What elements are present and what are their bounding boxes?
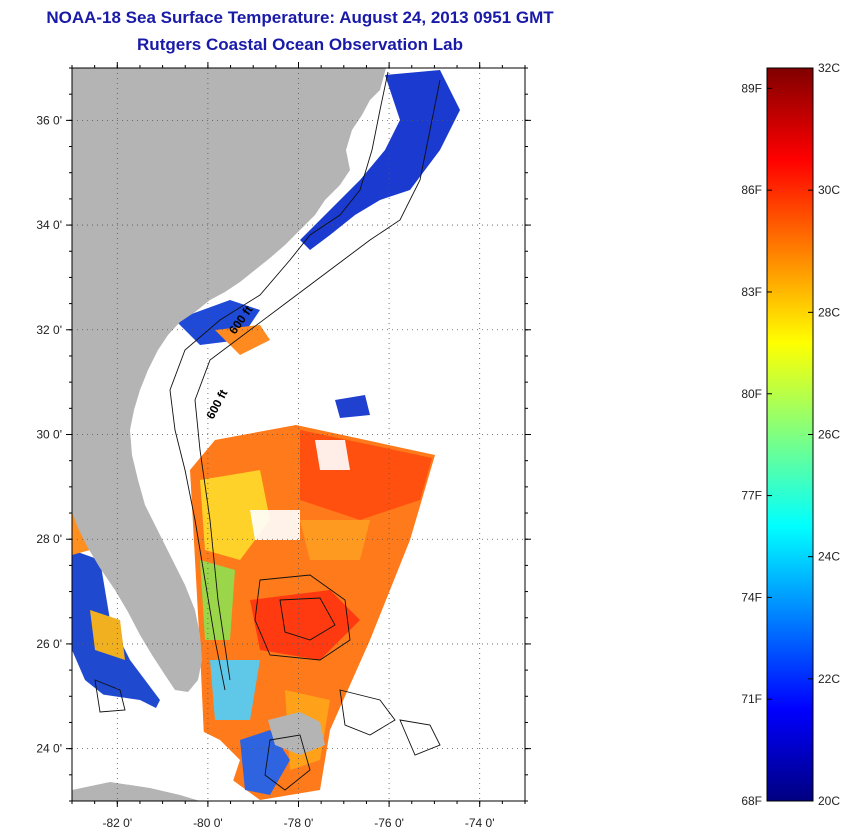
celsius-label: 22C [818,672,840,686]
lat-tick-label: 30 0' [36,428,62,442]
axis-labels: -82 0' -80 0' -78 0' -76 0' -74 0' 24 0' 26 0'… [36,113,494,830]
fahrenheit-label: 83F [741,285,762,299]
lon-tick-label: -76 0' [374,816,404,830]
celsius-label: 24C [818,550,840,564]
map-panel: 600 ft 600 ft [72,68,525,801]
fahrenheit-label: 71F [741,692,762,706]
map-title: NOAA-18 Sea Surface Temperature: August … [46,8,554,27]
lon-tick-label: -82 0' [102,816,132,830]
axis-ticks [66,62,531,807]
colorbar-labels: 32C 30C 28C 26C 24C 22C 20C 89F 86F 83F 80F 77F 74F 7… [741,61,840,808]
bathymetry-contours [94,71,441,791]
fahrenheit-label: 86F [741,183,762,197]
lon-tick-label: -74 0' [465,816,495,830]
lat-tick-label: 26 0' [36,637,62,651]
graticule [72,68,525,801]
colorbar-ticks [767,67,813,802]
celsius-label: 28C [818,305,840,319]
sst-swath [190,425,435,800]
fahrenheit-label: 89F [741,81,762,95]
lon-tick-label: -80 0' [193,816,223,830]
lat-tick-label: 28 0' [36,532,62,546]
map-subtitle: Rutgers Coastal Ocean Observation Lab [137,35,463,54]
fahrenheit-label: 80F [741,387,762,401]
celsius-label: 26C [818,428,840,442]
lat-tick-label: 36 0' [36,113,62,127]
lat-tick-label: 24 0' [36,742,62,756]
lat-tick-label: 34 0' [36,218,62,232]
fahrenheit-label: 68F [741,794,762,808]
fahrenheit-label: 77F [741,489,762,503]
celsius-label: 30C [818,183,840,197]
nearshore-sst-patches [72,70,460,800]
landmass [72,68,386,801]
celsius-label: 20C [818,794,840,808]
lon-tick-label: -78 0' [284,816,314,830]
fahrenheit-label: 74F [741,590,762,604]
colorbar [766,67,814,802]
celsius-label: 32C [818,61,840,75]
lat-tick-label: 32 0' [36,323,62,337]
